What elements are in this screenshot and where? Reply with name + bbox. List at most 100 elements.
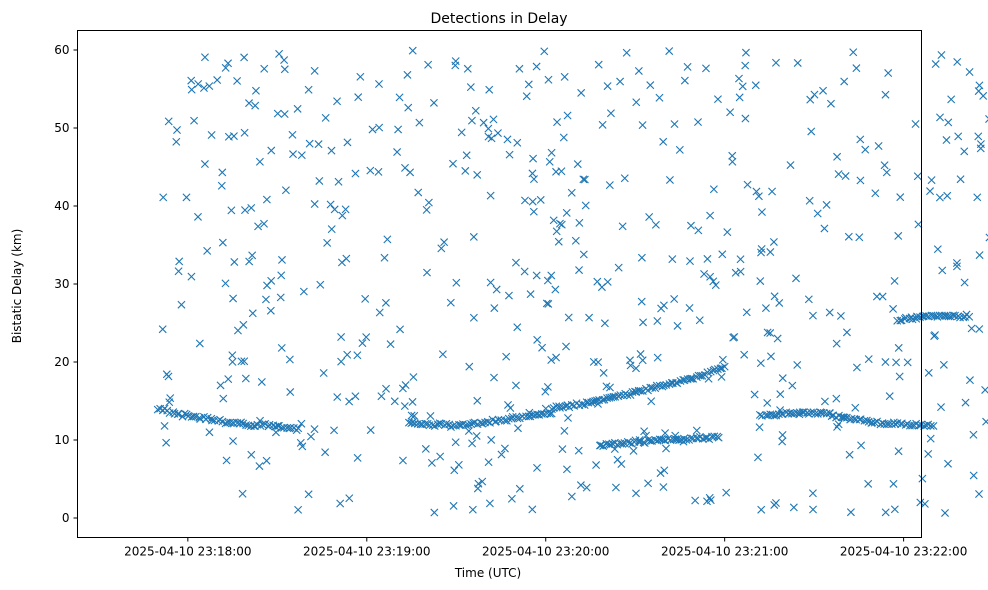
scatter-point [428, 421, 437, 430]
scatter-point [683, 62, 692, 71]
scatter-point [571, 236, 580, 245]
x-tick-label: 2025-04-10 23:21:00 [661, 545, 788, 559]
scatter-point [529, 207, 538, 216]
x-tick-label: 2025-04-10 23:18:00 [124, 545, 251, 559]
scatter-point [189, 412, 198, 421]
scatter-point [468, 505, 477, 514]
scatter-point [358, 339, 367, 348]
scatter-point [377, 392, 386, 401]
scatter-point [750, 390, 759, 399]
scatter-point [789, 503, 798, 512]
scatter-point [162, 438, 171, 447]
scatter-point [580, 175, 589, 184]
scatter-point [175, 257, 184, 266]
scatter-point [544, 299, 553, 308]
scatter-point [229, 294, 238, 303]
scatter-point [254, 222, 263, 231]
scatter-point [564, 313, 573, 322]
scatter-point [205, 428, 214, 437]
scatter-point [578, 400, 587, 409]
scatter-point [165, 398, 174, 407]
scatter-point [337, 333, 346, 341]
scatter-point [213, 76, 222, 85]
scatter-point [937, 51, 946, 59]
scatter-point [942, 136, 951, 145]
scatter-point [622, 48, 631, 57]
scatter-point [182, 193, 191, 202]
scatter-point [276, 293, 285, 302]
scatter-point [617, 459, 626, 468]
scatter-point [857, 441, 866, 450]
scatter-point [314, 140, 323, 149]
scatter-point [618, 439, 627, 448]
scatter-point [976, 140, 985, 149]
scatter-point [366, 166, 375, 175]
scatter-point [810, 90, 819, 99]
scatter-point [885, 392, 894, 401]
scatter-point [656, 469, 665, 478]
scatter-point [293, 104, 302, 113]
scatter-point [686, 374, 695, 383]
scatter-point [694, 226, 703, 235]
scatter-point [280, 56, 289, 65]
scatter-point [451, 57, 460, 66]
scatter-point [941, 508, 950, 517]
scatter-point [375, 308, 384, 317]
scatter-point [938, 266, 947, 275]
scatter-point [929, 421, 938, 430]
scatter-point [486, 278, 495, 287]
scatter-point [462, 421, 471, 430]
scatter-point [926, 421, 935, 430]
scatter-markers [153, 46, 988, 517]
scatter-point [620, 174, 629, 183]
y-tick-label: 10 [54, 433, 69, 447]
scatter-point [771, 498, 780, 507]
scatter-point [606, 109, 615, 118]
scatter-point [490, 373, 498, 382]
scatter-point [395, 93, 404, 102]
scatter-point [734, 74, 743, 83]
scatter-point [281, 186, 290, 195]
scatter-point [717, 372, 726, 381]
scatter-point [753, 453, 762, 462]
chart-title: Detections in Delay [430, 11, 567, 27]
scatter-point [524, 80, 533, 89]
scatter-point [640, 427, 649, 436]
scatter-point [846, 508, 855, 517]
scatter-point [473, 396, 482, 405]
scatter-point [547, 356, 556, 365]
scatter-point [638, 356, 647, 365]
scatter-point [543, 382, 552, 391]
scatter-point [424, 60, 433, 69]
scatter-point [736, 267, 745, 276]
scatter-point [299, 287, 308, 296]
scatter-point [933, 245, 942, 254]
scatter-point [766, 329, 775, 338]
scatter-point [706, 211, 715, 220]
scatter-point [956, 175, 965, 184]
scatter-point [160, 421, 169, 430]
scatter-point [532, 271, 541, 280]
scatter-point [819, 408, 828, 417]
scatter-point [736, 255, 745, 264]
scatter-point [330, 205, 339, 214]
scatter-point [294, 505, 303, 514]
scatter-point [260, 219, 268, 228]
scatter-point [632, 364, 640, 373]
scatter-point [187, 76, 196, 85]
scatter-point [731, 268, 740, 277]
scatter-point [808, 489, 817, 498]
scatter-point [426, 412, 435, 421]
scatter-point [967, 324, 976, 333]
scatter-point [529, 154, 538, 163]
scatter-point [738, 82, 747, 91]
scatter-point [916, 498, 925, 507]
scatter-point [245, 257, 254, 266]
scatter-point [493, 129, 502, 138]
scatter-point [326, 200, 335, 209]
scatter-point [965, 312, 974, 321]
scatter-point [939, 360, 948, 369]
x-tick-label: 2025-04-10 23:22:00 [840, 545, 967, 559]
scatter-point [632, 489, 640, 498]
scatter-point [280, 110, 289, 119]
